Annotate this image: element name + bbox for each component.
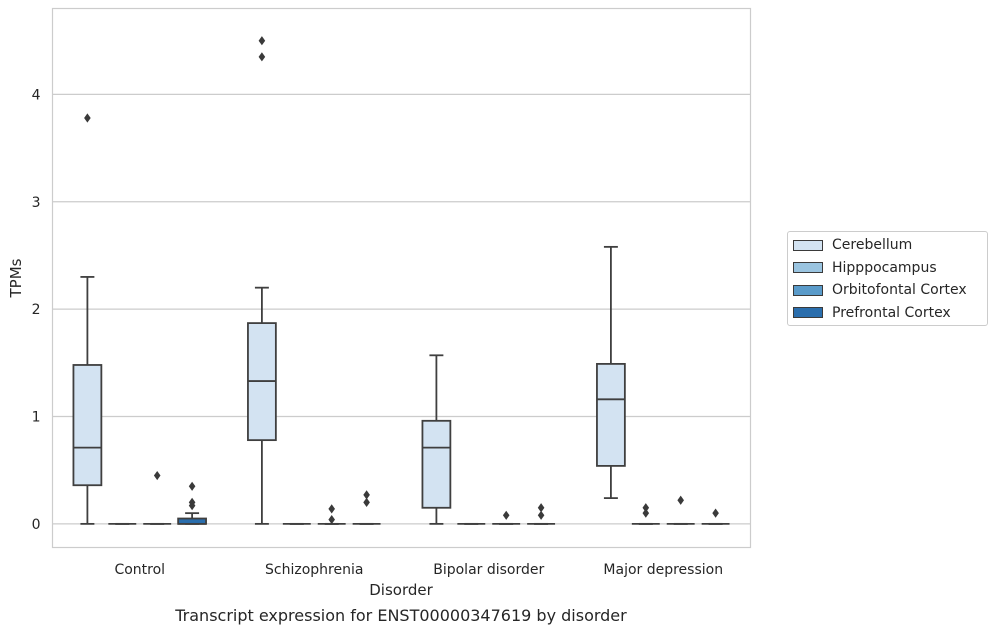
outlier-point [328, 504, 335, 514]
box-cerebellum [72, 276, 103, 525]
outlier-point [153, 470, 161, 481]
outlier-point [258, 52, 266, 62]
x-axis-label: Disorder [369, 581, 433, 599]
legend-swatch [793, 239, 823, 251]
outliers [84, 36, 719, 525]
outlier-point [363, 497, 370, 508]
y-tick-label: 3 [32, 195, 41, 211]
gridlines [52, 93, 751, 525]
outlier-point [502, 510, 510, 520]
y-tick-label: 2 [32, 302, 41, 318]
legend-swatch [793, 307, 823, 318]
legend-swatch [793, 262, 823, 273]
legend-label: Hipppocampus [832, 259, 937, 276]
box-iqr [421, 419, 452, 509]
box-iqr [72, 364, 103, 487]
legend-item: Prefrontal Cortex [793, 303, 951, 323]
box-prefrontal-cortex [177, 512, 207, 525]
legend-item: Cerebellum [793, 235, 912, 255]
outlier-point [642, 503, 650, 513]
outlier-point [642, 508, 650, 518]
axis-ticks: 0 1 2 3 4 Control Schizophrenia Bipolar disorde… [32, 87, 724, 578]
outlier-point [258, 36, 266, 46]
box-cerebellum [421, 354, 452, 525]
legend-label: Cerebellum [832, 237, 913, 253]
legend-label: Prefrontal Cortex [832, 304, 951, 321]
boxes [72, 245, 730, 525]
outlier-point [188, 497, 196, 508]
box-cerebellum [596, 245, 626, 500]
outlier-point [537, 503, 545, 513]
box-iqr [596, 362, 626, 467]
legend-swatch [793, 284, 823, 296]
outlier-point [537, 510, 545, 520]
chart-title: Transcript expression for ENST0000034761… [174, 606, 627, 625]
x-tick-label: Control [114, 562, 165, 578]
outlier-point [712, 508, 719, 518]
outlier-point [677, 495, 684, 505]
y-tick-label: 0 [32, 517, 41, 533]
x-tick-label: Schizophrenia [265, 562, 363, 578]
outlier-point [363, 490, 370, 500]
outlier-point [84, 113, 91, 123]
y-axis-label: TPMs [7, 258, 25, 298]
legend-label: Orbitofontal Cortex [832, 282, 967, 298]
legend-item: Orbitofontal Cortex [793, 280, 967, 300]
y-tick-label: 1 [32, 410, 41, 426]
box-cerebellum [247, 286, 277, 525]
outlier-point [188, 481, 196, 491]
y-tick-label: 4 [32, 87, 41, 103]
plot-area-frame [51, 7, 752, 549]
legend-item: Hipppocampus [793, 258, 937, 278]
x-tick-label: Major depression [603, 562, 723, 578]
x-tick-label: Bipolar disorder [433, 562, 544, 578]
outlier-point [328, 514, 335, 525]
legend: Cerebellum Hipppocampus Orbitofontal Corte… [787, 231, 988, 326]
